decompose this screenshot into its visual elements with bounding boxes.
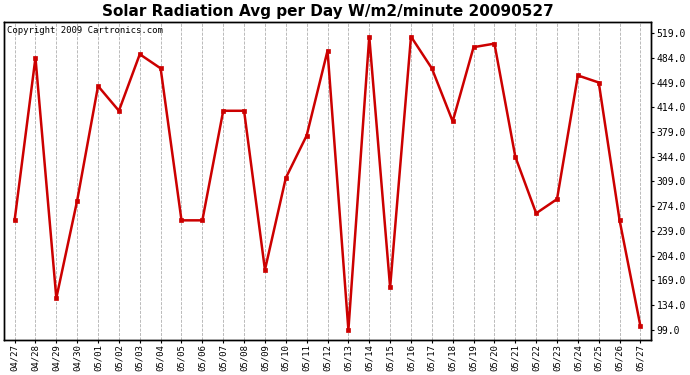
Title: Solar Radiation Avg per Day W/m2/minute 20090527: Solar Radiation Avg per Day W/m2/minute …: [101, 4, 553, 19]
Text: Copyright 2009 Cartronics.com: Copyright 2009 Cartronics.com: [8, 27, 164, 36]
